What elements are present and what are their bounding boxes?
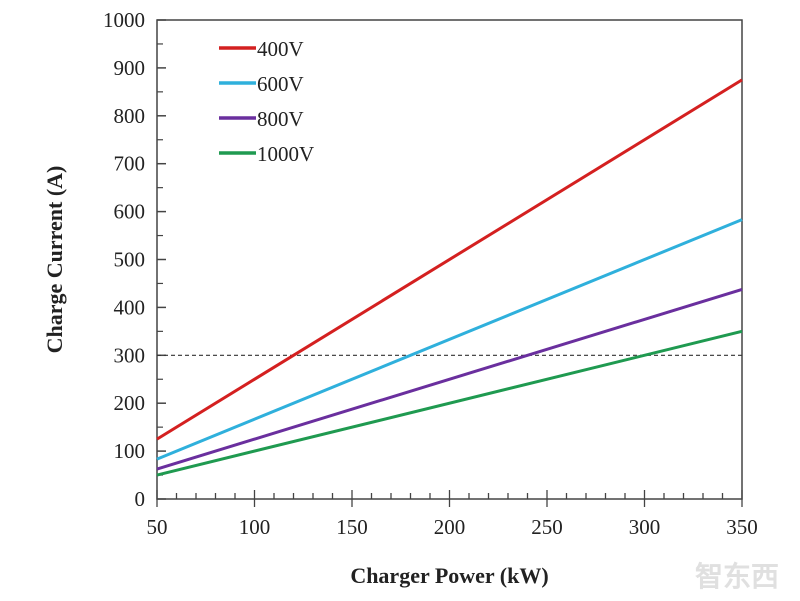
y-tick-label: 900 (114, 56, 146, 80)
legend-label-400V: 400V (257, 37, 304, 61)
x-tick-label: 200 (434, 515, 466, 539)
y-axis-label: Charge Current (A) (42, 166, 67, 354)
series-line-400V (156, 78, 743, 441)
legend-label-1000V: 1000V (257, 142, 314, 166)
y-tick-label: 100 (114, 439, 146, 463)
y-tick-label: 0 (135, 487, 146, 511)
legend-label-800V: 800V (257, 107, 304, 131)
y-tick-label: 800 (114, 104, 146, 128)
x-tick-label: 350 (726, 515, 758, 539)
legend-label-600V: 600V (257, 72, 304, 96)
y-tick-label: 700 (114, 152, 146, 176)
x-tick-label: 150 (336, 515, 368, 539)
x-tick-label: 50 (147, 515, 168, 539)
series-line-800V (156, 288, 743, 471)
x-axis-label: Charger Power (kW) (350, 563, 548, 588)
y-tick-label: 300 (114, 343, 146, 367)
series-line-600V (156, 218, 743, 461)
y-tick-label: 200 (114, 391, 146, 415)
series-line-1000V (156, 329, 743, 477)
y-tick-label: 600 (114, 200, 146, 224)
x-tick-label: 300 (629, 515, 661, 539)
watermark-logo: 智东西 (695, 560, 780, 593)
y-tick-label: 500 (114, 248, 146, 272)
y-tick-label: 1000 (103, 8, 145, 32)
x-tick-label: 250 (531, 515, 563, 539)
x-tick-label: 100 (239, 515, 271, 539)
y-tick-label: 400 (114, 295, 146, 319)
